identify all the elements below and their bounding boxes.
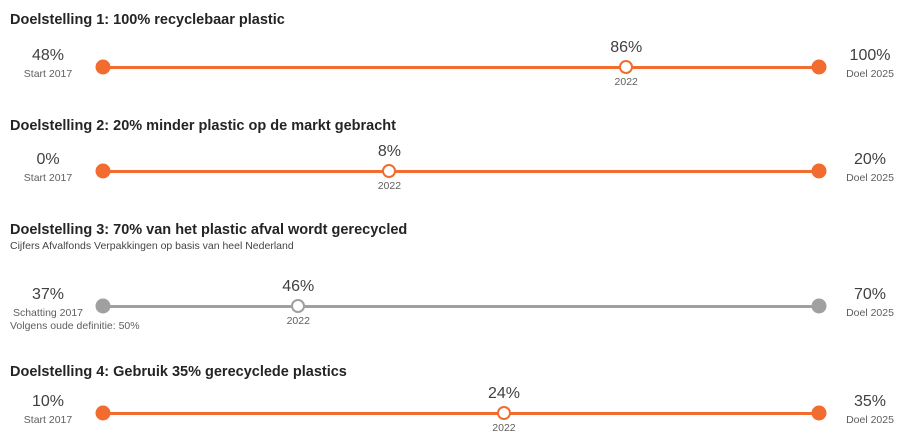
current-value: 46% xyxy=(282,278,315,295)
target-value: 100% xyxy=(849,47,891,64)
target-value: 70% xyxy=(853,286,887,303)
goal-subtitle: Cijfers Afvalfonds Verpakkingen op basis… xyxy=(10,240,294,252)
goal-title: Doelstelling 2: 20% minder plastic op de… xyxy=(10,118,396,134)
goal-title: Doelstelling 3: 70% van het plastic afva… xyxy=(10,222,408,238)
start-point xyxy=(95,298,111,314)
current-point xyxy=(619,60,634,74)
current-point xyxy=(382,164,397,178)
start-point xyxy=(95,59,111,75)
current-label: 2022 xyxy=(614,76,638,88)
progress-track xyxy=(103,304,819,308)
start-label: Start 2017 xyxy=(23,414,73,426)
current-label: 2022 xyxy=(492,422,516,434)
start-label: Start 2017 xyxy=(23,68,73,80)
start-value: 48% xyxy=(31,47,65,64)
current-value: 8% xyxy=(377,143,401,160)
progress-track xyxy=(103,411,819,415)
start-value: 10% xyxy=(31,393,65,410)
target-point xyxy=(811,59,827,75)
target-value: 20% xyxy=(853,151,887,168)
start-label: Schatting 2017 xyxy=(12,307,84,319)
target-label: Doel 2025 xyxy=(846,68,894,80)
target-point xyxy=(811,163,827,179)
progress-track xyxy=(103,65,819,69)
goal-4: Doelstelling 4: Gebruik 35% gerecyclede … xyxy=(0,364,903,435)
goal-title: Doelstelling 4: Gebruik 35% gerecyclede … xyxy=(10,364,347,380)
current-value: 24% xyxy=(487,385,520,402)
current-value: 86% xyxy=(610,39,643,56)
goal-3: Doelstelling 3: 70% van het plastic afva… xyxy=(0,222,903,332)
goal-2: Doelstelling 2: 20% minder plastic op de… xyxy=(0,118,903,208)
start-value: 0% xyxy=(36,151,60,168)
current-point xyxy=(496,406,511,420)
start-value: 37% xyxy=(31,286,65,303)
start-point xyxy=(95,405,111,421)
current-point xyxy=(291,299,306,313)
goal-1: Doelstelling 1: 100% recyclebaar plastic… xyxy=(0,12,903,102)
goal-title: Doelstelling 1: 100% recyclebaar plastic xyxy=(10,12,285,28)
progress-track xyxy=(103,169,819,173)
target-point xyxy=(811,405,827,421)
current-label: 2022 xyxy=(286,315,310,327)
target-label: Doel 2025 xyxy=(846,307,894,319)
start-point xyxy=(95,163,111,179)
target-label: Doel 2025 xyxy=(846,172,894,184)
start-note: Volgens oude definitie: 50% xyxy=(10,320,140,332)
start-label: Start 2017 xyxy=(23,172,73,184)
current-label: 2022 xyxy=(377,180,402,192)
target-point xyxy=(811,298,827,314)
target-value: 35% xyxy=(853,393,887,410)
target-label: Doel 2025 xyxy=(846,414,894,426)
